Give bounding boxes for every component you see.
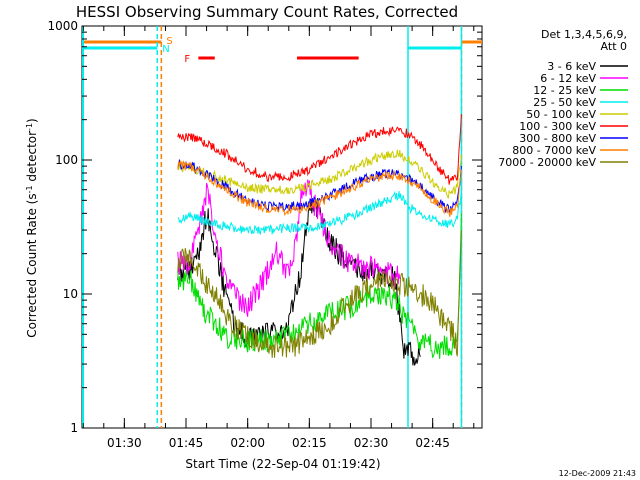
night-flag-label: N	[162, 44, 169, 55]
y-axis-label-sup1: -1	[25, 185, 34, 193]
legend-entry: 12 - 25 keV	[533, 84, 596, 97]
x-tick-label: 02:30	[354, 436, 389, 450]
y-axis-label-mid: detector	[25, 131, 39, 186]
y-tick-label: 1	[70, 421, 78, 435]
flare-flag-label: F	[184, 54, 190, 65]
footer-date: 12-Dec-2009 21:43	[559, 469, 636, 478]
legend-entry: 7000 - 20000 keV	[498, 156, 596, 169]
legend-entry: 50 - 100 keV	[526, 108, 596, 121]
x-axis-label: Start Time (22-Sep-04 01:19:42)	[185, 457, 380, 471]
y-axis-label: Corrected Count Rate (s-1 detector-1)	[25, 118, 39, 337]
plot-frame	[81, 25, 483, 429]
x-tick-label: 02:45	[415, 436, 450, 450]
series-line	[177, 159, 462, 217]
series-line	[177, 114, 462, 185]
chart-title: HESSI Observing Summary Count Rates, Cor…	[76, 3, 458, 21]
legend-header: Det 1,3,4,5,6,9,	[541, 28, 627, 41]
legend-entry: 3 - 6 keV	[547, 60, 596, 73]
y-tick-label: 100	[55, 153, 78, 167]
legend-entry: 300 - 800 keV	[519, 132, 596, 145]
series-line	[177, 179, 401, 317]
legend-header: Att 0	[601, 40, 627, 53]
saa-flag-label: S	[166, 36, 172, 47]
y-axis-label-sup2: -1	[25, 123, 34, 131]
x-tick-label: 02:00	[230, 436, 265, 450]
legend-entry: 25 - 50 keV	[533, 96, 596, 109]
legend-entry: 6 - 12 keV	[540, 72, 596, 85]
y-tick-label: 1000	[47, 19, 78, 33]
y-tick-label: 10	[63, 287, 78, 301]
y-axis-label-end: )	[25, 118, 39, 123]
x-tick-label: 02:15	[292, 436, 327, 450]
series-line	[177, 189, 462, 235]
legend-entry: 100 - 300 keV	[519, 120, 596, 133]
series-line	[177, 149, 462, 199]
x-tick-label: 01:30	[107, 436, 142, 450]
legend-entry: 800 - 7000 keV	[512, 144, 596, 157]
series-line	[177, 230, 462, 358]
x-tick-label: 01:45	[169, 436, 204, 450]
y-axis-label-main: Corrected Count Rate (s	[25, 193, 39, 337]
series-line	[177, 213, 462, 359]
